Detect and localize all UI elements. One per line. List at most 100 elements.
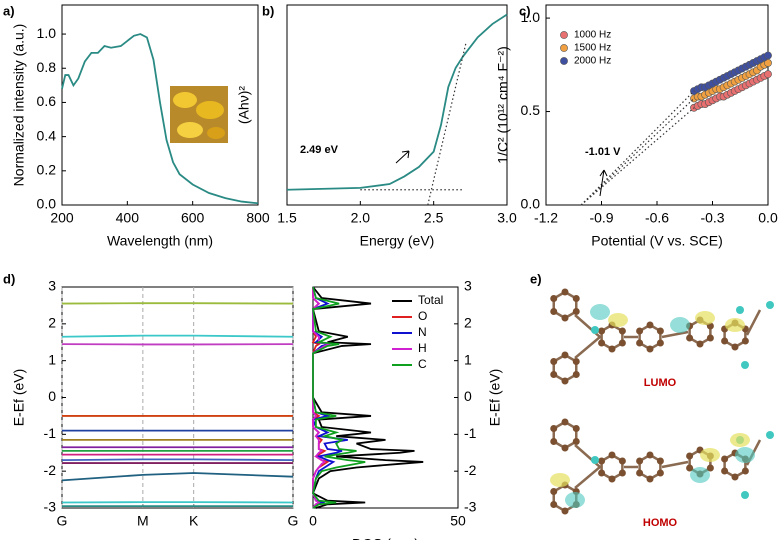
legend-label: 1500 Hz <box>574 43 611 54</box>
atom <box>591 326 599 334</box>
x-tick-label: -0.6 <box>645 210 669 226</box>
data-line <box>311 286 366 509</box>
y-tick-label: -3 <box>464 499 477 515</box>
atom <box>736 306 744 314</box>
panel-label: d) <box>3 271 15 286</box>
x-tick-label: -0.9 <box>589 210 613 226</box>
orbital-label: HOMO <box>643 517 678 529</box>
y-tick-label: -2 <box>44 462 57 478</box>
x-tick-label: 1.5 <box>277 210 297 226</box>
arrow <box>599 169 608 197</box>
atom <box>646 321 654 329</box>
atom <box>572 358 580 365</box>
y-tick-label: 2 <box>464 315 472 331</box>
bond-ring <box>552 353 578 383</box>
arrow <box>395 150 410 164</box>
atom <box>646 345 654 353</box>
atom <box>550 358 558 365</box>
atom <box>656 327 664 335</box>
y-tick-label: 0.8 <box>37 59 57 75</box>
x-tick-label: -1.2 <box>534 210 558 226</box>
atom <box>656 457 664 465</box>
orbital-lobe <box>670 317 690 333</box>
atom <box>618 457 626 465</box>
fit-line <box>427 42 467 206</box>
x-tick-label: 0.0 <box>758 210 778 226</box>
atom <box>561 351 569 359</box>
legend-label: O <box>418 309 427 323</box>
y-tick-label: 0.4 <box>37 127 57 143</box>
orbital-lobe <box>695 311 715 325</box>
atom <box>550 488 558 495</box>
annotation: -1.01 V <box>585 146 621 158</box>
annotation: 2.49 eV <box>300 144 339 156</box>
atom <box>550 295 558 302</box>
inset-photo <box>170 86 228 143</box>
atom <box>636 327 644 335</box>
atom <box>731 343 739 351</box>
atom <box>608 345 616 353</box>
x-axis-label: Energy (eV) <box>360 233 435 249</box>
atom <box>766 431 774 439</box>
atom <box>656 469 664 477</box>
atom <box>591 456 599 464</box>
atom <box>741 467 749 475</box>
orbital-lobe <box>735 447 755 463</box>
atom <box>561 507 569 515</box>
bond-ring <box>552 290 578 320</box>
atom <box>636 457 644 465</box>
panel-label: a) <box>3 3 15 18</box>
x-tick-label: 200 <box>50 210 74 226</box>
atom <box>656 339 664 347</box>
data-point <box>764 51 772 60</box>
atom <box>618 469 626 477</box>
atom <box>618 339 626 347</box>
atom <box>550 438 558 445</box>
legend-marker <box>560 31 568 39</box>
legend-label: H <box>418 341 427 355</box>
y-axis-label: E-Ef (eV) <box>11 369 27 427</box>
x-tick-label: -0.3 <box>700 210 724 226</box>
y-tick-label: 2 <box>48 315 56 331</box>
x-axis-label: Potential (V vs. SCE) <box>591 233 723 249</box>
y-tick-label: 1 <box>48 351 56 367</box>
x-axis-label: DOS (a.u.) <box>352 536 419 540</box>
panel-label: b) <box>262 3 274 18</box>
orbital-lobe <box>700 448 720 462</box>
legend-label: 1000 Hz <box>574 30 611 41</box>
legend-label: C <box>418 357 427 371</box>
x-tick-label: 800 <box>246 210 270 226</box>
data-line <box>312 287 331 509</box>
bond <box>574 439 762 489</box>
atom <box>550 501 558 508</box>
panel-label: e) <box>530 271 542 286</box>
atom <box>561 314 569 322</box>
y-tick-label: -2 <box>464 462 477 478</box>
atom <box>572 438 580 445</box>
x-axis-label: Wavelength (nm) <box>107 233 213 249</box>
x-tick-label: K <box>189 513 199 529</box>
y-tick-label: 0.0 <box>37 196 57 212</box>
atom <box>636 339 644 347</box>
data-line <box>61 458 294 462</box>
atom <box>721 337 729 345</box>
data-point <box>764 70 772 79</box>
y-tick-label: 1.0 <box>521 9 541 25</box>
atom <box>741 337 749 345</box>
atom <box>561 418 569 426</box>
orbital-lobe <box>565 492 585 508</box>
orbital-lobe <box>608 313 628 327</box>
bond-ring <box>638 323 662 351</box>
atom <box>741 491 749 499</box>
atom <box>598 469 606 477</box>
x-tick-label: 2.0 <box>351 210 371 226</box>
atom <box>646 451 654 459</box>
y-tick-label: 0 <box>464 388 472 404</box>
atom <box>731 473 739 481</box>
atom <box>608 451 616 459</box>
y-axis-label: E-Ef (eV) <box>487 369 503 427</box>
data-line <box>61 33 259 205</box>
orbital-lobe <box>550 473 570 487</box>
orbital-lobe <box>730 433 750 447</box>
orbital-label: LUMO <box>644 377 677 389</box>
